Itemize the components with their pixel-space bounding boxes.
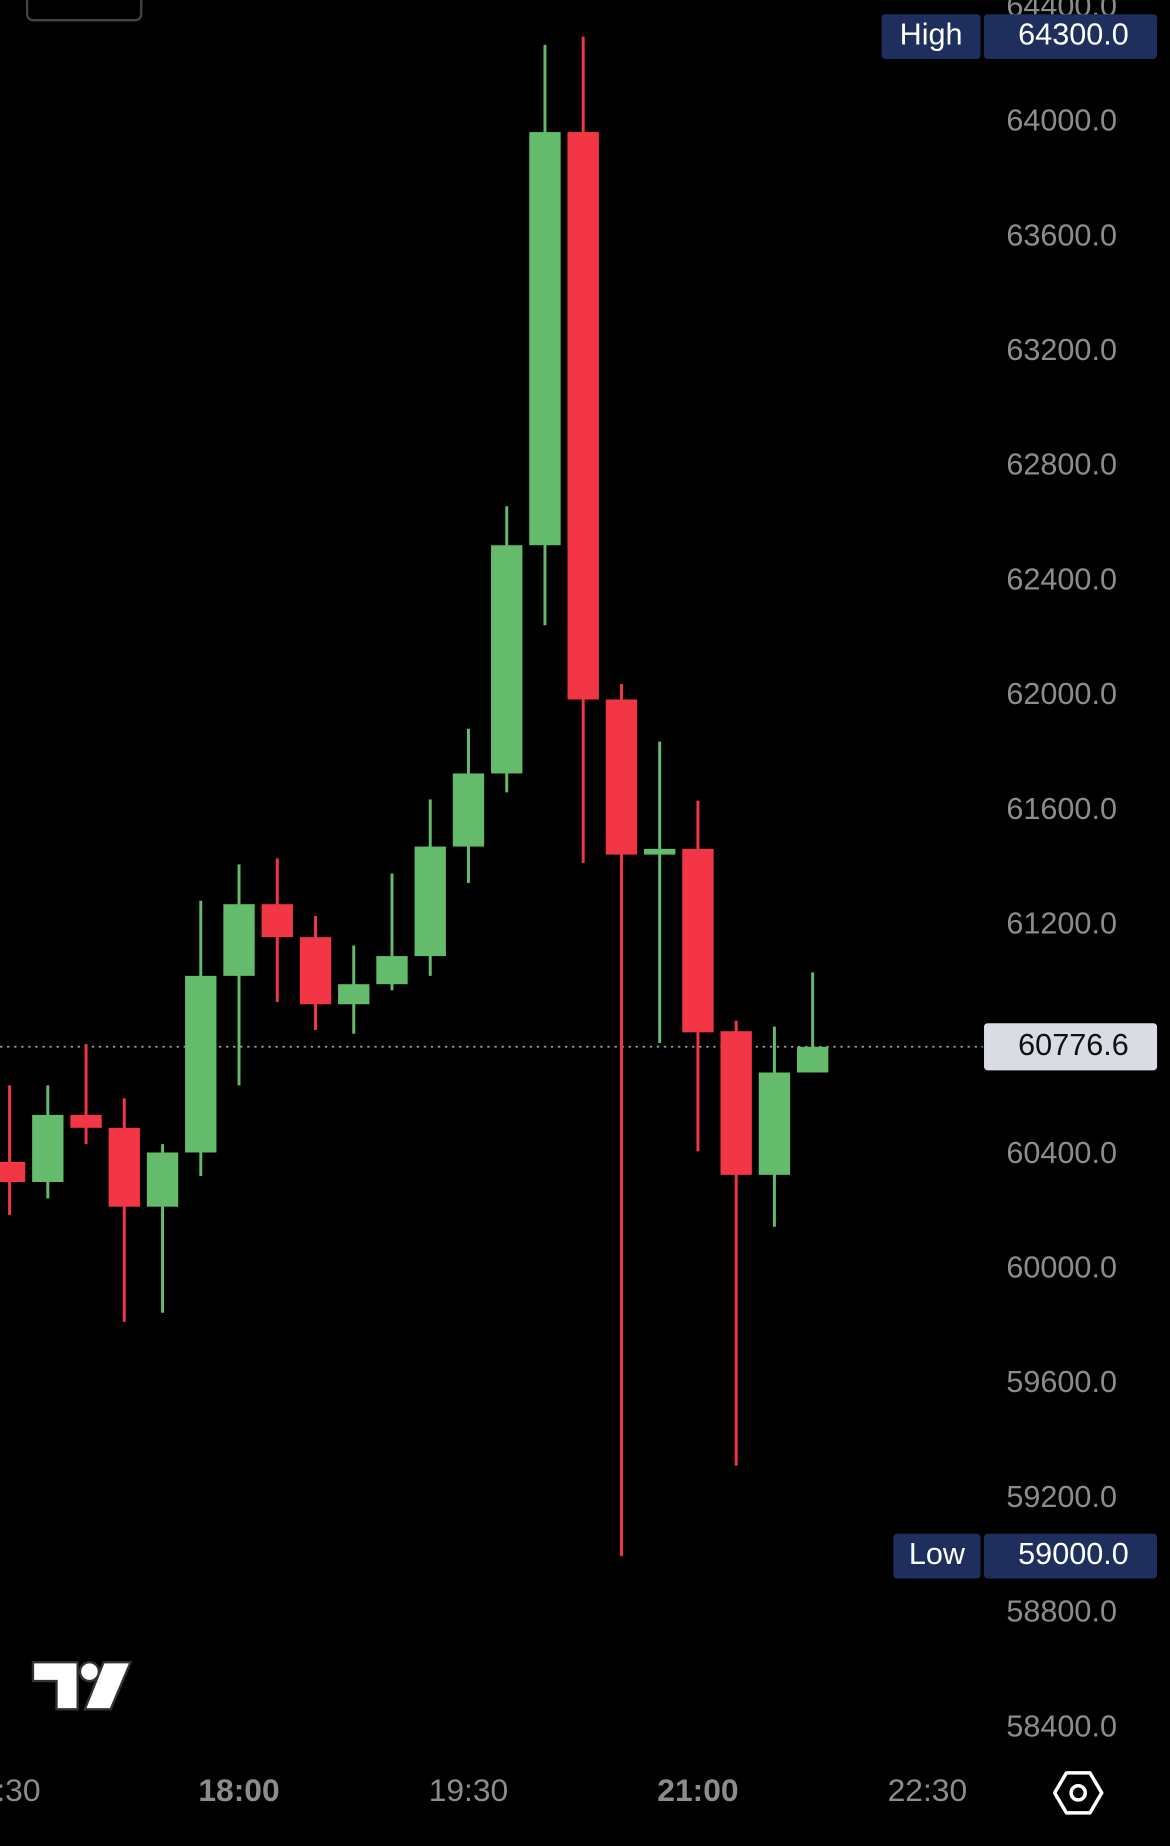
- candle-body: [758, 1072, 791, 1175]
- candle-body: [261, 904, 293, 938]
- candle-body: [0, 1161, 26, 1183]
- candle-body: [414, 846, 446, 957]
- candle-body: [491, 545, 523, 774]
- y-tick-label: 60000.0: [1006, 1251, 1117, 1285]
- candle-body: [338, 984, 370, 1005]
- x-tick-label: 6:30: [0, 1772, 40, 1808]
- candle-body: [682, 848, 714, 1033]
- marker-value: 64300.0: [1018, 18, 1129, 52]
- x-tick-label: 22:30: [888, 1772, 967, 1808]
- tradingview-logo: [31, 1661, 133, 1711]
- candle-body: [185, 975, 217, 1153]
- y-tick-label: 59600.0: [1006, 1365, 1117, 1399]
- y-tick-label: 61200.0: [1006, 906, 1117, 940]
- y-tick-label: 62400.0: [1006, 562, 1117, 596]
- candle-body: [644, 848, 676, 855]
- marker-value-box: [984, 14, 1158, 59]
- x-tick-label: 18:00: [198, 1772, 279, 1808]
- candle-body: [720, 1031, 752, 1175]
- last-price-tag: [984, 1023, 1158, 1071]
- marker-name: Low: [909, 1537, 966, 1571]
- y-tick-label: 58800.0: [1006, 1595, 1117, 1629]
- candle-body: [376, 956, 408, 985]
- marker-name-box: [893, 1533, 981, 1579]
- candle-body: [529, 132, 561, 546]
- y-tick-label: 62000.0: [1006, 677, 1117, 711]
- marker-value-box: [984, 1533, 1158, 1579]
- x-tick-label: 19:30: [429, 1772, 509, 1808]
- y-tick-label: 59200.0: [1006, 1480, 1117, 1514]
- candle-body: [796, 1046, 829, 1073]
- toolbar-button[interactable]: [25, 0, 143, 22]
- y-tick-label: 63600.0: [1006, 218, 1117, 252]
- marker-name-box: [881, 14, 981, 59]
- candle-body: [108, 1127, 140, 1207]
- y-tick-label: 63200.0: [1006, 333, 1117, 367]
- candle-body: [452, 773, 485, 847]
- candle-body: [223, 904, 255, 976]
- candle-body: [146, 1152, 179, 1207]
- candle-body: [605, 699, 638, 855]
- candle-body: [567, 132, 599, 700]
- y-tick-label: 60400.0: [1006, 1136, 1117, 1170]
- candle-body: [70, 1114, 102, 1128]
- y-tick-label: 64000.0: [1006, 104, 1117, 138]
- candle-body: [32, 1114, 64, 1183]
- marker-value: 59000.0: [1018, 1537, 1129, 1571]
- y-tick-label: 61600.0: [1006, 792, 1117, 826]
- y-tick-label: 62800.0: [1006, 448, 1117, 482]
- x-tick-label: 21:00: [657, 1772, 738, 1808]
- settings-icon[interactable]: [1052, 1771, 1104, 1815]
- y-tick-label: 58400.0: [1006, 1709, 1117, 1743]
- marker-name: High: [900, 18, 963, 52]
- last-price-label: 60776.6: [1018, 1028, 1129, 1062]
- candle-body: [299, 937, 332, 1005]
